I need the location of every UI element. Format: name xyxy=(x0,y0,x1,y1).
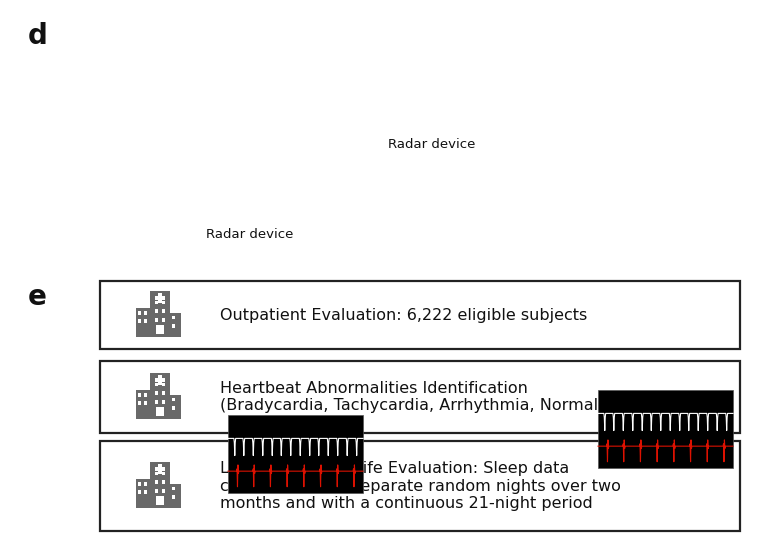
Bar xyxy=(136,416,181,419)
Bar xyxy=(137,311,141,315)
Bar xyxy=(162,383,165,387)
Text: (Bradycardia, Tachycardia, Arrhythmia, Normal): (Bradycardia, Tachycardia, Arrhythmia, N… xyxy=(220,398,604,413)
Bar xyxy=(155,467,165,471)
Bar xyxy=(162,488,165,492)
Bar xyxy=(154,383,158,387)
Bar xyxy=(137,490,141,494)
Bar xyxy=(144,311,147,315)
Bar xyxy=(156,496,164,505)
Bar xyxy=(156,325,164,334)
Text: e: e xyxy=(28,283,47,311)
Bar xyxy=(155,296,165,300)
Bar xyxy=(136,307,150,334)
Bar xyxy=(154,391,158,395)
Bar xyxy=(144,393,147,397)
Bar xyxy=(162,317,165,321)
Bar xyxy=(158,375,162,385)
Bar xyxy=(136,334,181,338)
Bar xyxy=(137,393,141,397)
Bar xyxy=(170,313,181,334)
Bar xyxy=(137,319,141,323)
Bar xyxy=(172,486,175,490)
Bar xyxy=(162,391,165,395)
Bar xyxy=(144,482,147,486)
Bar xyxy=(154,400,158,404)
Bar xyxy=(172,398,175,402)
Text: months and with a continuous 21-night period: months and with a continuous 21-night pe… xyxy=(220,496,593,511)
Bar xyxy=(154,317,158,321)
Text: Heartbeat Abnormalities Identification: Heartbeat Abnormalities Identification xyxy=(220,380,528,395)
Bar xyxy=(162,472,165,476)
Text: Radar device: Radar device xyxy=(206,228,293,241)
Bar xyxy=(162,400,165,404)
Bar xyxy=(170,484,181,505)
Bar xyxy=(172,406,175,410)
Bar xyxy=(154,309,158,313)
Bar xyxy=(137,482,141,486)
Bar xyxy=(150,373,170,416)
Text: collected with 5 separate random nights over two: collected with 5 separate random nights … xyxy=(220,478,621,494)
Bar xyxy=(150,462,170,505)
Bar xyxy=(100,361,740,433)
Bar xyxy=(100,281,740,349)
Text: d: d xyxy=(28,22,48,50)
Bar xyxy=(228,415,363,493)
Bar xyxy=(137,402,141,405)
Bar xyxy=(136,390,150,416)
Bar xyxy=(158,463,162,474)
Bar xyxy=(155,378,165,382)
Bar xyxy=(154,480,158,484)
Bar xyxy=(170,395,181,416)
Bar xyxy=(172,324,175,328)
Bar xyxy=(162,301,165,305)
Bar xyxy=(136,478,150,505)
Bar xyxy=(144,402,147,405)
Bar xyxy=(144,319,147,323)
Bar xyxy=(162,480,165,484)
Text: Radar device: Radar device xyxy=(388,138,476,151)
Bar xyxy=(154,472,158,476)
Bar xyxy=(158,292,162,303)
Bar xyxy=(156,407,164,416)
Text: Long-term Daily Life Evaluation: Sleep data: Long-term Daily Life Evaluation: Sleep d… xyxy=(220,461,569,476)
Bar xyxy=(172,495,175,499)
Bar xyxy=(172,315,175,319)
Bar xyxy=(154,488,158,492)
Bar xyxy=(150,291,170,334)
Bar xyxy=(598,390,733,468)
Bar xyxy=(154,301,158,305)
Bar xyxy=(162,309,165,313)
Text: Outpatient Evaluation: 6,222 eligible subjects: Outpatient Evaluation: 6,222 eligible su… xyxy=(220,307,587,323)
Bar xyxy=(100,441,740,531)
Bar xyxy=(136,505,181,509)
Bar xyxy=(144,490,147,494)
